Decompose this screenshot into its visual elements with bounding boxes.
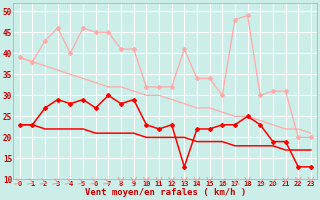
X-axis label: Vent moyen/en rafales ( km/h ): Vent moyen/en rafales ( km/h ) — [85, 188, 246, 197]
